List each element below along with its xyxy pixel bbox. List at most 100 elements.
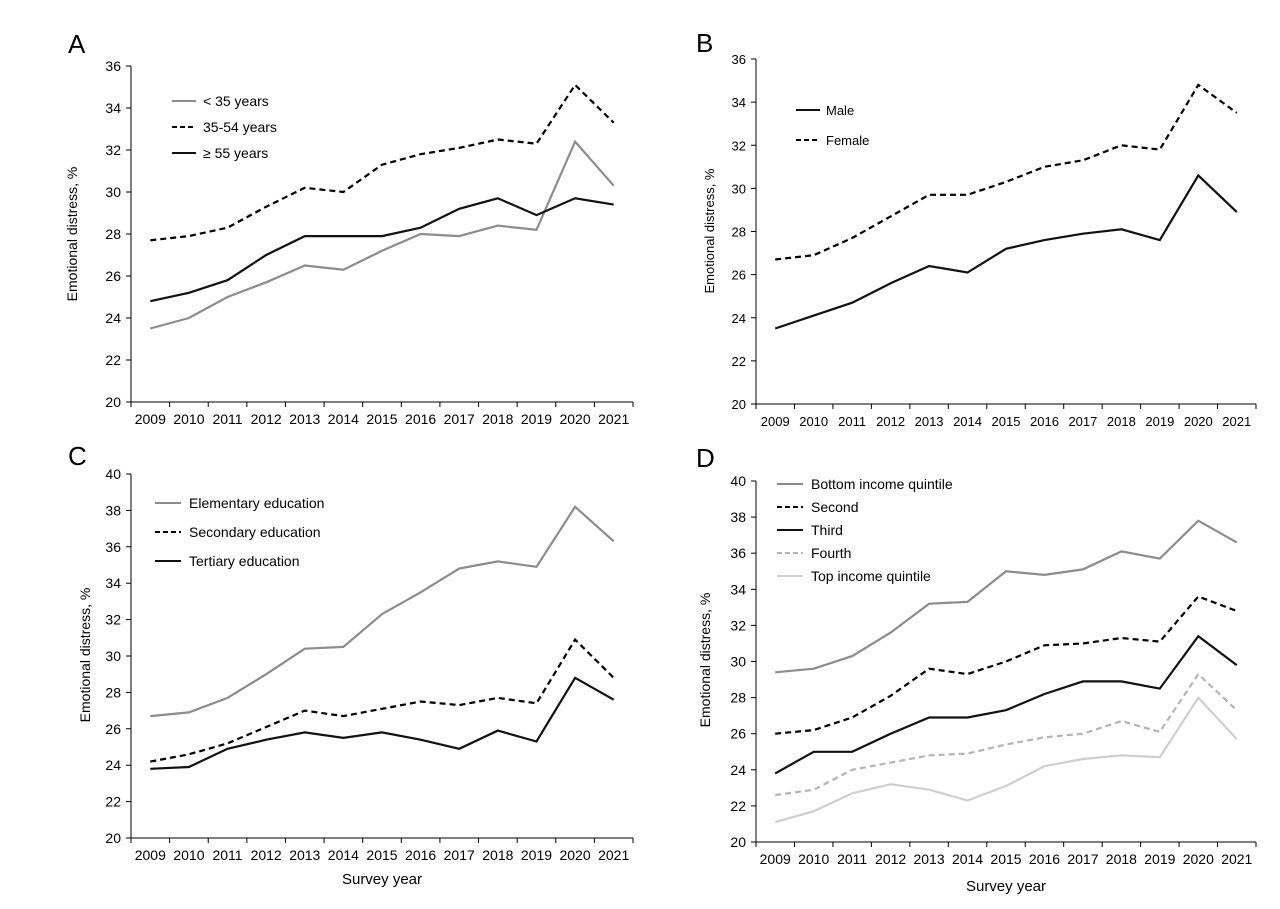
x-tick-label: 2013 xyxy=(913,851,944,867)
y-tick-label: 28 xyxy=(105,684,121,700)
series-line xyxy=(150,505,615,718)
series-line xyxy=(774,695,1238,824)
legend-label: Bottom income quintile xyxy=(811,476,953,492)
legend-label: ≥ 55 years xyxy=(203,145,268,161)
legend-label: Top income quintile xyxy=(811,568,931,584)
x-tick-label: 2021 xyxy=(1221,851,1252,867)
x-tick-label: 2012 xyxy=(251,847,282,863)
series-line xyxy=(150,139,615,330)
legend-label: Fourth xyxy=(811,545,851,561)
x-tick-label: 2018 xyxy=(1106,851,1137,867)
series-line xyxy=(150,197,614,303)
panel-letter: D xyxy=(696,443,715,473)
x-tick-label: 2015 xyxy=(992,414,1021,429)
y-tick-label: 32 xyxy=(105,612,121,628)
y-tick-label: 22 xyxy=(105,794,121,810)
x-tick-label: 2012 xyxy=(875,851,906,867)
y-tick-label: 34 xyxy=(730,581,746,597)
y-tick-label: 32 xyxy=(105,142,121,158)
x-tick-label: 2014 xyxy=(953,414,982,429)
y-tick-label: 28 xyxy=(730,690,746,706)
y-tick-label: 30 xyxy=(732,181,746,196)
x-tick-label: 2019 xyxy=(1145,414,1174,429)
y-tick-label: 38 xyxy=(730,509,746,525)
legend-label: Female xyxy=(826,133,869,148)
x-tick-label: 2014 xyxy=(328,411,359,427)
x-tick-label: 2011 xyxy=(212,411,242,427)
x-tick-label: 2020 xyxy=(1184,414,1213,429)
x-tick-label: 2016 xyxy=(405,847,436,863)
x-tick-label: 2017 xyxy=(444,847,475,863)
x-tick-label: 2019 xyxy=(521,411,552,427)
y-tick-label: 20 xyxy=(105,830,121,846)
x-tick-label: 2013 xyxy=(915,414,944,429)
x-tick-label: 2009 xyxy=(135,411,166,427)
y-tick-label: 20 xyxy=(105,394,121,410)
panel-letter: B xyxy=(696,28,713,58)
x-tick-label: 2009 xyxy=(760,851,791,867)
legend-label: 35-54 years xyxy=(203,119,277,135)
x-tick-label: 2020 xyxy=(559,411,590,427)
legend-label: Male xyxy=(826,103,854,118)
x-tick-label: 2014 xyxy=(328,847,359,863)
x-tick-label: 2011 xyxy=(838,414,866,429)
panel-b: B 20 22 24 26 28 30 32 34 36 2009 2010 2011 2012 2013 2… xyxy=(696,28,1257,429)
y-tick-label: 20 xyxy=(730,834,746,850)
series-line xyxy=(775,83,1238,261)
y-tick-label: 32 xyxy=(730,617,746,633)
y-tick-label: 34 xyxy=(105,575,121,591)
x-tick-label: 2016 xyxy=(1029,851,1060,867)
x-tick-label: 2021 xyxy=(598,847,629,863)
x-tick-label: 2012 xyxy=(251,411,282,427)
y-tick-label: 34 xyxy=(732,95,746,110)
x-tick-label: 2020 xyxy=(559,847,590,863)
x-tick-label: 2010 xyxy=(799,414,828,429)
panel-a: A 20 22 24 26 28 30 32 34 36 2009 2010 2011 2012 2013 2… xyxy=(64,29,634,427)
x-tick-label: 2014 xyxy=(952,851,983,867)
x-tick-label: 2018 xyxy=(482,411,513,427)
x-axis-label: Survey year xyxy=(342,871,422,888)
series-line xyxy=(150,637,615,763)
y-tick-label: 34 xyxy=(105,100,121,116)
x-tick-label: 2018 xyxy=(482,847,513,863)
series-line xyxy=(150,83,615,242)
y-tick-label: 38 xyxy=(105,502,121,518)
x-tick-label: 2019 xyxy=(1144,851,1175,867)
y-tick-label: 22 xyxy=(105,352,121,368)
x-axis-label: Survey year xyxy=(966,878,1046,895)
series-line xyxy=(774,173,1238,330)
x-tick-label: 2015 xyxy=(366,411,397,427)
y-axis-label: Emotional distress, % xyxy=(697,593,713,728)
panel-letter: A xyxy=(68,29,86,59)
x-tick-label: 2015 xyxy=(990,851,1021,867)
x-tick-label: 2019 xyxy=(521,847,552,863)
y-tick-label: 24 xyxy=(105,757,121,773)
x-tick-label: 2011 xyxy=(837,851,867,867)
x-tick-label: 2021 xyxy=(598,411,629,427)
y-tick-label: 28 xyxy=(732,225,746,240)
x-tick-label: 2009 xyxy=(761,414,790,429)
y-tick-label: 24 xyxy=(105,310,121,326)
y-axis-label: Emotional distress, % xyxy=(702,168,717,293)
y-tick-label: 40 xyxy=(105,466,121,482)
y-tick-label: 30 xyxy=(105,184,121,200)
panel-d: D 20 22 24 26 28 30 32 34 36 38 40 2009 2010 2011 2012 2… xyxy=(696,443,1257,895)
legend-label: < 35 years xyxy=(203,93,269,109)
y-tick-label: 36 xyxy=(105,58,121,74)
panel-c: C 20 22 24 26 28 30 32 34 36 38 40 2009 2010 2011 2012 2… xyxy=(68,441,634,888)
x-tick-label: 2018 xyxy=(1107,414,1136,429)
series-line xyxy=(150,676,615,770)
x-tick-label: 2016 xyxy=(405,411,436,427)
x-tick-label: 2016 xyxy=(1030,414,1059,429)
y-tick-label: 26 xyxy=(105,268,121,284)
x-tick-label: 2013 xyxy=(289,847,320,863)
y-tick-label: 36 xyxy=(732,52,746,67)
legend-label: Tertiary education xyxy=(189,553,300,569)
y-tick-label: 24 xyxy=(730,762,746,778)
series-line xyxy=(774,634,1238,775)
y-tick-label: 40 xyxy=(730,473,746,489)
series-line xyxy=(775,519,1238,674)
y-tick-label: 26 xyxy=(730,726,746,742)
x-tick-label: 2010 xyxy=(798,851,829,867)
